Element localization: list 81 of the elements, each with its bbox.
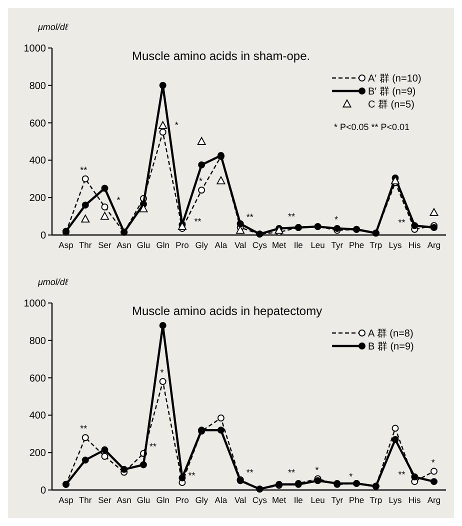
x-tick-label: Phe [348,495,364,505]
y-tick-label: 1000 [24,298,46,310]
x-tick-label: Gln [156,240,170,250]
annotation: ** [80,164,88,175]
annotation: * [160,368,164,378]
annotation: ** [149,442,157,452]
x-tick-label: Ile [294,240,304,250]
y-tick-label: 400 [29,156,46,167]
legend-label: C 群 (n=5) [368,98,414,110]
annotation: * [315,464,320,475]
x-tick-label: Asp [58,495,74,505]
annotation: ** [398,217,406,228]
y-tick-label: 800 [29,80,46,92]
legend-label: B′ 群 (n=9) [368,86,416,98]
x-tick-label: Tyr [331,495,344,505]
legend-label: A 群 (n=8) [368,328,414,340]
x-tick-label: Asp [58,240,74,250]
x-tick-label: Cys [252,495,268,505]
x-tick-label: Ser [98,240,112,250]
x-tick-label: Val [234,495,246,505]
x-tick-label: Pro [176,240,190,250]
annotation: * [116,194,121,205]
x-tick-label: His [408,495,421,505]
annotation: * [174,120,179,130]
annotation: * [198,176,203,186]
y-tick-label: 600 [29,118,46,130]
annotation: ** [246,212,254,222]
y-tick-label: 200 [29,448,46,460]
x-tick-label: Asn [116,240,132,250]
legend-label: B 群 (n=9) [368,340,414,352]
x-tick-label: Tyr [331,240,344,250]
y-tick-label: 800 [29,336,46,347]
x-tick-label: Met [272,495,287,505]
x-tick-label: Phe [348,240,364,250]
x-tick-label: Lys [388,240,402,250]
y-tick-label: 600 [29,373,46,384]
annotation: * [349,471,354,482]
y-axis-title: μmol/dℓ [37,22,69,32]
x-tick-label: Thr [78,495,92,505]
x-tick-label: Asn [116,495,132,505]
chart-title: Muscle amino acids in sham-ope. [132,49,310,63]
annotation: ** [188,470,196,481]
x-tick-label: Cys [252,240,268,250]
x-tick-label: Trp [370,495,382,505]
x-tick-label: Ala [214,495,228,505]
y-axis-title: μmol/dℓ [37,277,69,287]
annotation: ** [80,424,88,434]
x-tick-label: Glu [136,495,150,505]
annotation: ** [246,468,254,478]
annotation: * P<0.05 ** P<0.01 [334,122,410,132]
x-tick-label: Ser [98,495,112,505]
x-tick-label: Pro [176,495,190,505]
x-tick-label: Trp [370,240,382,250]
annotation: ** [194,216,202,226]
y-tick-label: 200 [29,193,46,204]
x-tick-label: Gly [195,495,209,505]
y-tick-label: 0 [40,486,46,496]
chart-title: Muscle amino acids in hepatectomy [132,304,322,318]
x-tick-label: Arg [427,495,441,505]
x-tick-label: Leu [310,495,326,505]
annotation: ** [288,467,296,478]
x-tick-label: Met [272,240,287,250]
x-tick-label: Arg [427,240,441,250]
annotation: * [431,457,436,468]
x-tick-label: Ala [214,240,228,250]
x-tick-label: Gln [156,495,170,505]
y-tick-label: 0 [40,230,46,242]
x-tick-label: His [408,240,421,250]
x-tick-label: Lys [388,495,402,505]
x-tick-label: Gly [195,240,209,250]
legend-label: A′ 群 (n=10) [368,72,422,84]
x-tick-label: Val [234,240,246,250]
x-tick-label: Leu [310,240,326,250]
annotation: ** [288,211,296,222]
x-tick-label: Glu [136,240,150,250]
annotation: ** [398,470,406,480]
annotation: * [334,214,339,224]
y-tick-label: 1000 [24,44,46,54]
x-tick-label: Thr [78,240,92,250]
y-tick-label: 400 [29,410,46,422]
x-tick-label: Ile [294,495,304,505]
